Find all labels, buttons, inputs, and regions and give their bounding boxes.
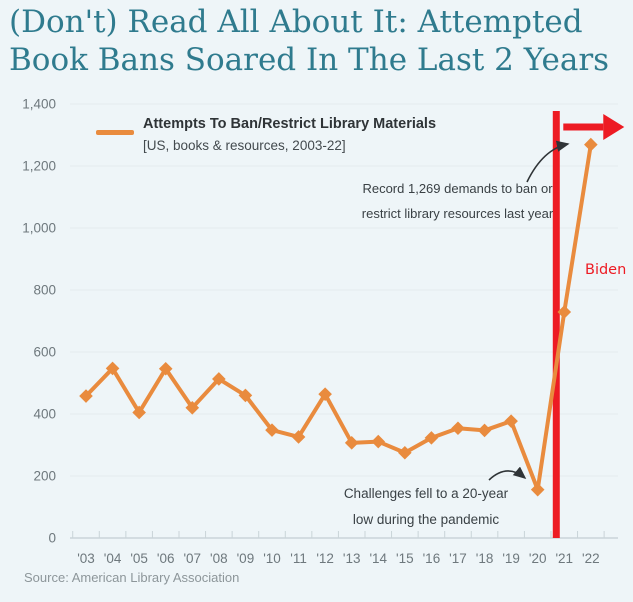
svg-text:'22: '22 (582, 551, 600, 566)
data-point-09 (238, 388, 253, 403)
svg-text:'16: '16 (423, 551, 441, 566)
data-point-12 (318, 387, 332, 401)
svg-text:'07: '07 (183, 551, 201, 566)
svg-text:'08: '08 (210, 551, 228, 566)
svg-text:'20: '20 (529, 551, 547, 566)
svg-text:'12: '12 (316, 551, 334, 566)
data-point-03 (79, 389, 93, 403)
svg-text:'06: '06 (157, 551, 175, 566)
chart-title: (Don't) Read All About It: Attempted Boo… (9, 3, 609, 79)
legend-sublabel: [US, books & resources, 2003-22] (143, 138, 346, 153)
svg-text:'04: '04 (104, 551, 122, 566)
data-point-10 (265, 423, 279, 437)
annotation-pandemic: Challenges fell to a 20-year low during … (326, 481, 526, 533)
svg-text:600: 600 (33, 345, 56, 360)
annotation-record-line-2: restrict library resources last year (361, 206, 554, 221)
svg-text:'21: '21 (555, 551, 573, 566)
annotation-pandemic-line-1: Challenges fell to a 20-year (343, 486, 509, 501)
annotation-record-line-1: Record 1,269 demands to ban or (362, 181, 553, 196)
y-axis-labels: 0 200 400 600 800 1,000 1,200 1,400 (22, 97, 56, 546)
svg-text:1,200: 1,200 (22, 159, 56, 174)
data-point-08 (212, 372, 226, 386)
svg-text:'09: '09 (237, 551, 255, 566)
data-points (79, 137, 598, 497)
svg-text:800: 800 (33, 283, 56, 298)
svg-text:'11: '11 (290, 551, 307, 566)
svg-text:1,400: 1,400 (22, 97, 56, 112)
source-credit: Source: American Library Association (24, 570, 240, 585)
legend: Attempts To Ban/Restrict Library Materia… (96, 115, 436, 153)
svg-text:0: 0 (48, 531, 56, 546)
svg-text:'13: '13 (343, 551, 361, 566)
svg-text:400: 400 (33, 407, 56, 422)
data-point-04 (105, 361, 120, 376)
data-point-15 (398, 445, 412, 460)
data-point-19 (504, 414, 518, 428)
data-point-22 (584, 137, 598, 152)
svg-text:'05: '05 (130, 551, 148, 566)
data-point-14 (371, 434, 386, 449)
annotation-biden-label: Biden (585, 262, 627, 278)
annotation-pandemic-line-2: low during the pandemic (352, 512, 500, 527)
x-axis-labels: '03 '04 '05 '06 '07 '08 '09 '10 '11 '12 '13 '14 '15 '… (77, 551, 599, 566)
record-callout-arrow (526, 140, 570, 183)
pandemic-callout-arrow (488, 466, 527, 481)
legend-line-swatch (96, 130, 134, 135)
svg-text:'03: '03 (77, 551, 95, 566)
data-point-18 (477, 423, 492, 438)
title-line-1: (Don't) Read All About It: Attempted (9, 4, 583, 40)
data-point-05 (132, 405, 146, 420)
data-point-16 (424, 431, 439, 445)
annotation-record: Record 1,269 demands to ban or restrict … (360, 176, 555, 226)
svg-text:'17: '17 (449, 551, 467, 566)
biden-right-arrow (563, 114, 625, 140)
title-line-2: Book Bans Soared In The Last 2 Years (9, 42, 610, 78)
svg-text:'19: '19 (502, 551, 520, 566)
svg-text:'14: '14 (369, 551, 387, 566)
data-point-06 (158, 361, 173, 376)
svg-text:1,000: 1,000 (22, 221, 56, 236)
data-point-21 (557, 305, 572, 319)
legend-text: Attempts To Ban/Restrict Library Materia… (143, 115, 436, 153)
svg-text:'15: '15 (396, 551, 414, 566)
svg-text:'10: '10 (263, 551, 281, 566)
data-point-11 (291, 430, 306, 444)
svg-text:'18: '18 (476, 551, 494, 566)
gridlines (70, 103, 618, 539)
x-axis-ticks (72, 531, 605, 538)
data-point-07 (185, 401, 200, 415)
data-point-17 (451, 421, 465, 436)
svg-text:200: 200 (33, 469, 56, 484)
legend-label: Attempts To Ban/Restrict Library Materia… (143, 116, 437, 132)
data-point-13 (344, 436, 359, 450)
data-point-20 (530, 482, 545, 497)
